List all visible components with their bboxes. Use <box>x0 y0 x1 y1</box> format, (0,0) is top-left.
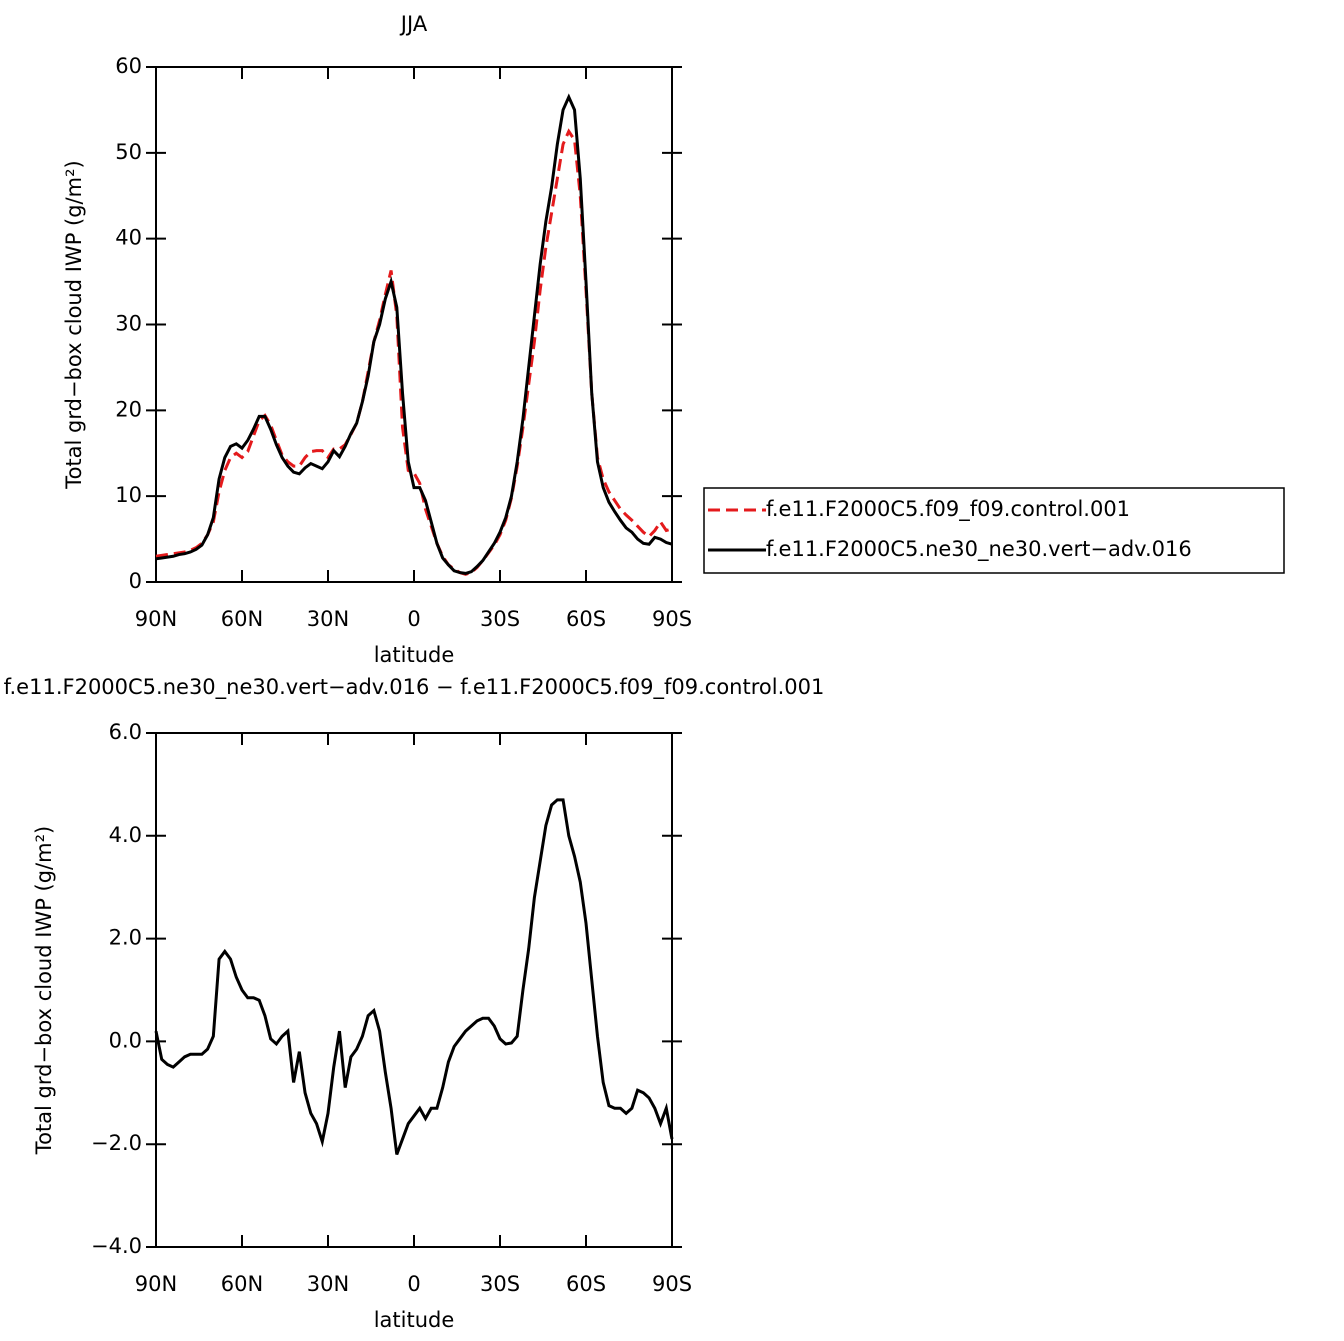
x-tick-label: 90N <box>135 607 177 631</box>
y-axis-label: Total grd−box cloud IWP (g/m²) <box>62 160 86 489</box>
x-tick-label: 60S <box>566 1272 606 1296</box>
legend-label: f.e11.F2000C5.f09_f09.control.001 <box>766 497 1130 522</box>
y-tick-label: 6.0 <box>109 720 142 744</box>
x-axis-label: latitude <box>374 643 455 667</box>
x-tick-label: 90S <box>652 607 692 631</box>
y-tick-label: −4.0 <box>91 1234 142 1258</box>
x-tick-label: 60N <box>221 1272 263 1296</box>
legend-label: f.e11.F2000C5.ne30_ne30.vert−adv.016 <box>766 537 1192 562</box>
x-tick-label: 30S <box>480 607 520 631</box>
plot-frame <box>155 732 673 1248</box>
y-tick-label: 20 <box>115 397 142 421</box>
x-tick-label: 0 <box>407 607 420 631</box>
y-tick-label: 30 <box>115 312 142 336</box>
chart-title: f.e11.F2000C5.ne30_ne30.vert−adv.016 − f… <box>4 675 825 700</box>
y-tick-label: 40 <box>115 226 142 250</box>
x-tick-label: 30S <box>480 1272 520 1296</box>
y-tick-label: 4.0 <box>109 823 142 847</box>
x-tick-label: 90N <box>135 1272 177 1296</box>
y-tick-label: −2.0 <box>91 1131 142 1155</box>
x-axis-label: latitude <box>374 1308 455 1332</box>
legend-box <box>703 487 1285 574</box>
x-tick-label: 0 <box>407 1272 420 1296</box>
y-axis-label: Total grd−box cloud IWP (g/m²) <box>32 826 56 1155</box>
x-tick-label: 30N <box>307 607 349 631</box>
data-line <box>154 798 674 1156</box>
x-tick-label: 60N <box>221 607 263 631</box>
y-tick-label: 50 <box>115 140 142 164</box>
plot-frame <box>155 66 673 583</box>
x-tick-label: 90S <box>652 1272 692 1296</box>
y-tick-label: 10 <box>115 483 142 507</box>
chart-title: JJA <box>399 12 428 36</box>
y-tick-label: 2.0 <box>109 926 142 950</box>
data-line <box>155 93 673 575</box>
y-tick-label: 0 <box>129 569 142 593</box>
data-line <box>155 128 673 576</box>
x-tick-label: 60S <box>566 607 606 631</box>
y-tick-label: 60 <box>115 54 142 78</box>
y-tick-label: 0.0 <box>109 1028 142 1052</box>
x-tick-label: 30N <box>307 1272 349 1296</box>
